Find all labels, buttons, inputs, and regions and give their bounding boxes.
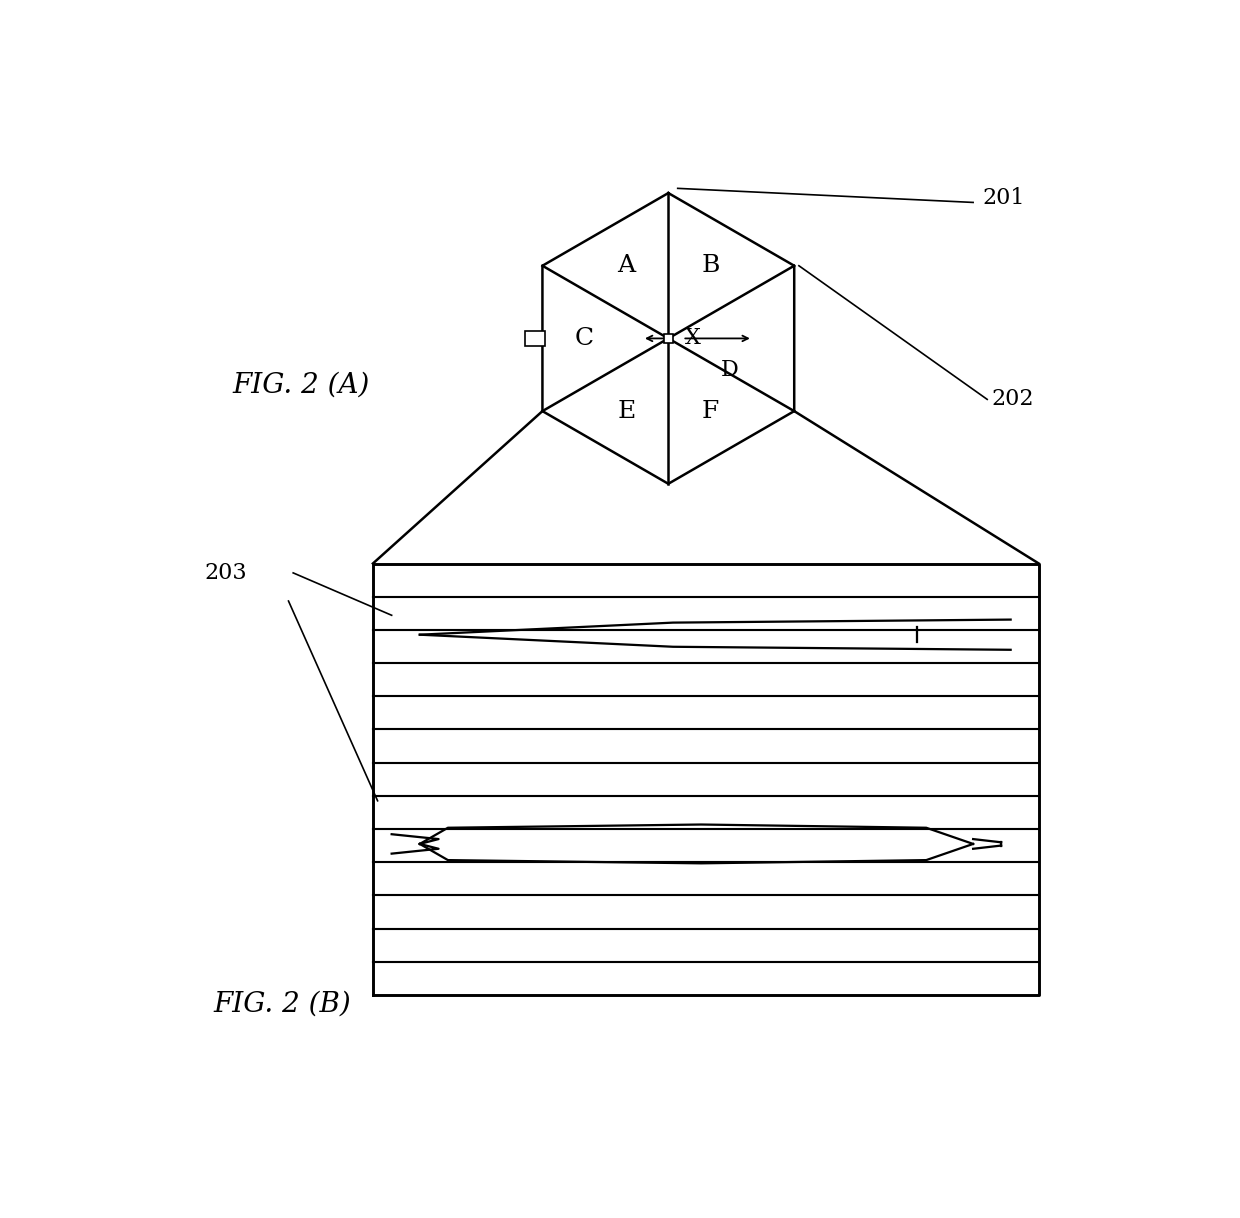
- Text: X: X: [686, 328, 701, 350]
- FancyBboxPatch shape: [665, 334, 672, 342]
- Text: 202: 202: [992, 389, 1034, 410]
- Text: D: D: [720, 359, 738, 381]
- Text: A: A: [618, 255, 635, 278]
- Text: E: E: [618, 400, 635, 423]
- Text: FIG. 2 (A): FIG. 2 (A): [232, 371, 370, 398]
- Text: FIG. 2 (B): FIG. 2 (B): [213, 990, 351, 1018]
- Text: F: F: [702, 400, 719, 423]
- Text: C: C: [575, 326, 594, 350]
- Text: 201: 201: [982, 186, 1025, 208]
- FancyBboxPatch shape: [525, 331, 546, 346]
- Text: B: B: [701, 255, 719, 278]
- Text: 203: 203: [205, 561, 247, 583]
